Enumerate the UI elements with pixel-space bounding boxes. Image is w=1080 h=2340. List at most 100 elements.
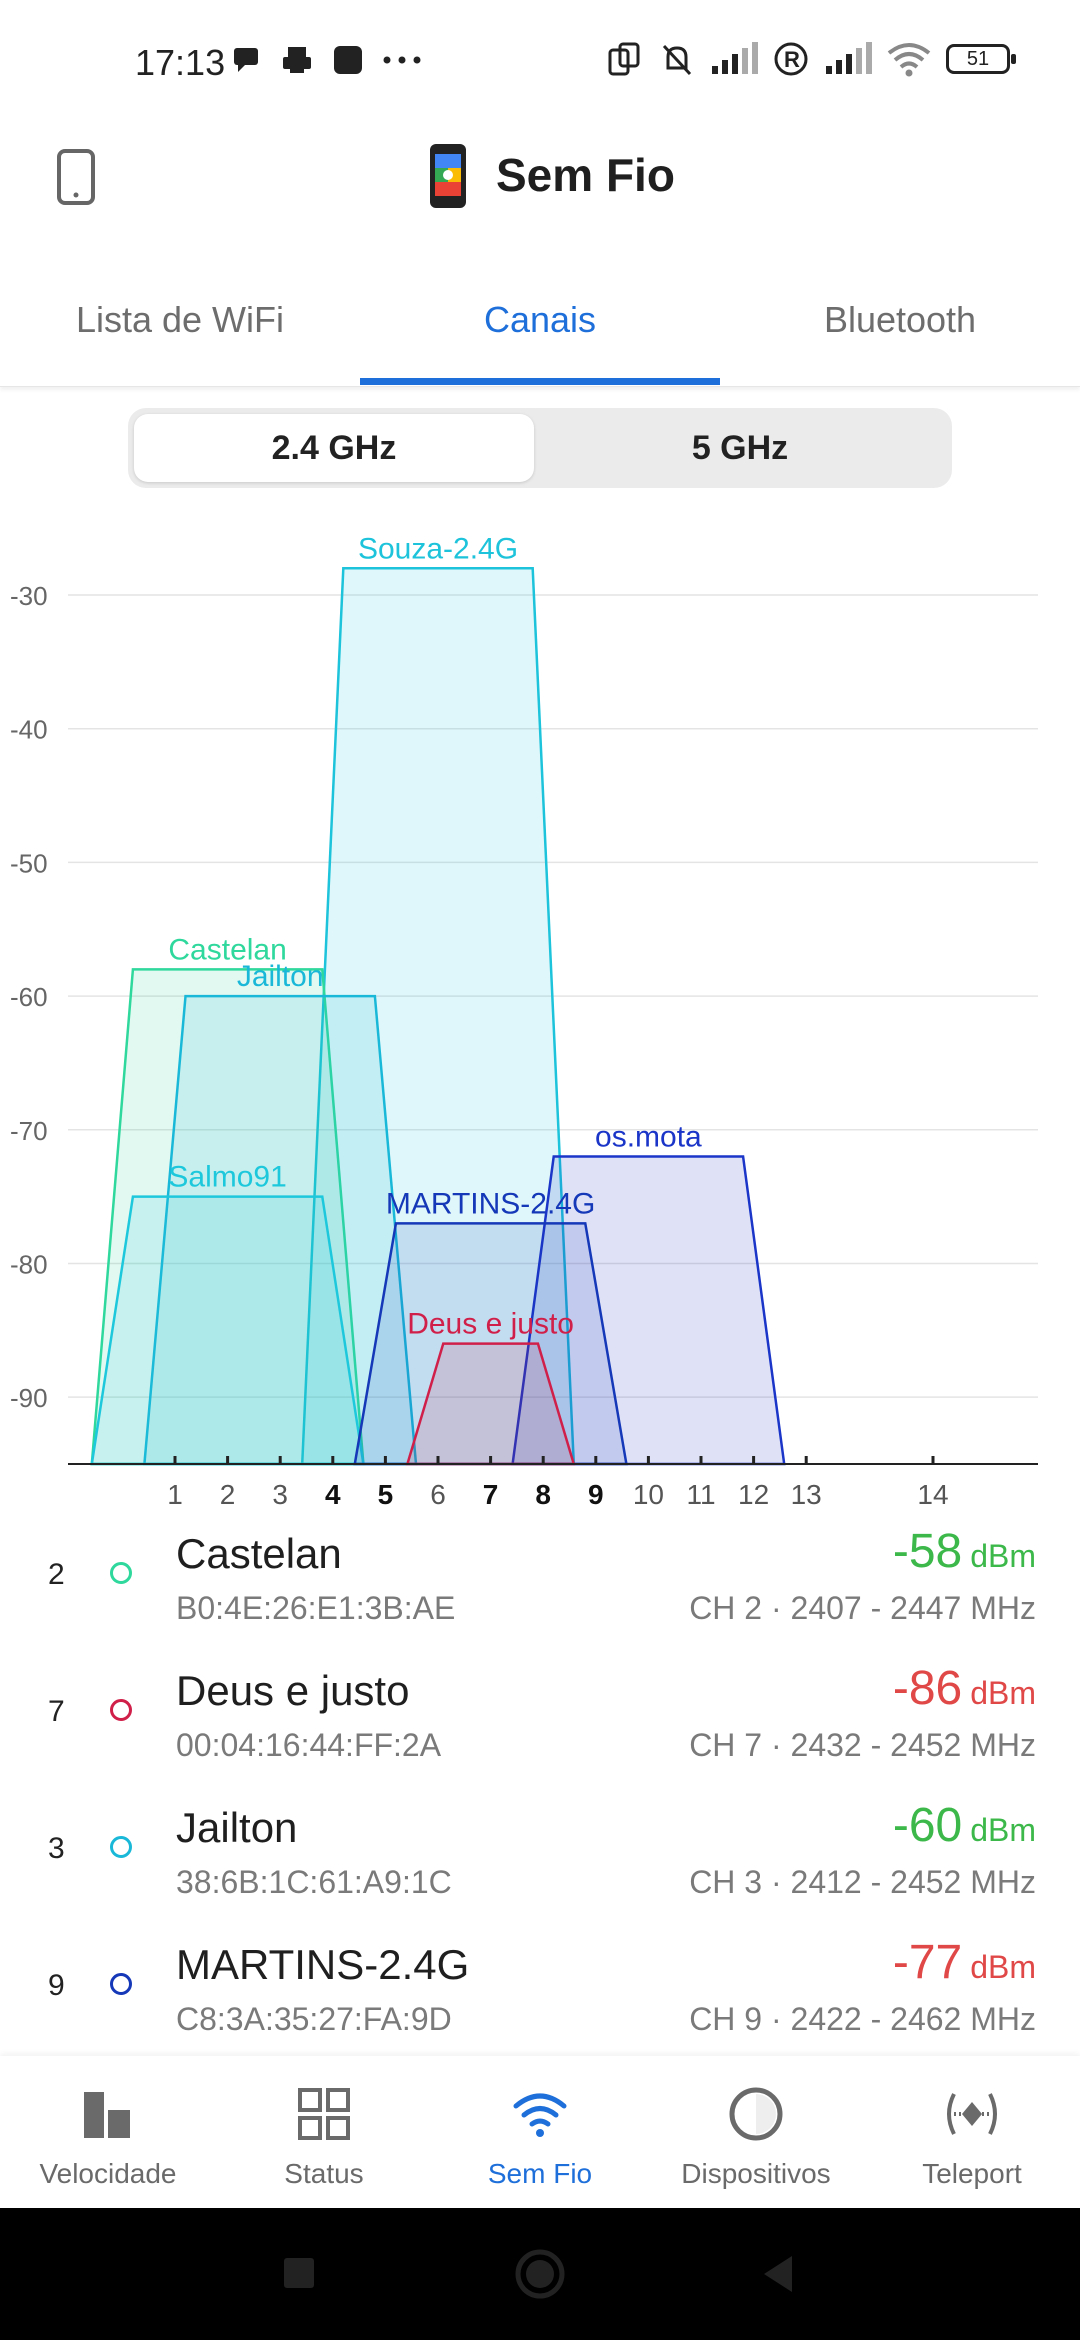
x-tick-label: 11: [686, 1479, 715, 1510]
tab-bluetooth[interactable]: Bluetooth: [823, 299, 977, 340]
x-tick-label: 14: [917, 1479, 948, 1510]
y-tick-label: -60: [10, 982, 48, 1012]
recents-icon[interactable]: [282, 2256, 316, 2290]
tab-wifi-list[interactable]: Lista de WiFi: [75, 299, 285, 340]
x-tick-label: 7: [483, 1479, 499, 1510]
network-color-dot: [110, 1562, 132, 1584]
nav-devices[interactable]: Dispositivos: [648, 2056, 864, 2208]
y-tick-label: -70: [10, 1116, 48, 1146]
network-name: Castelan: [176, 1530, 342, 1577]
tab-bar: Lista de WiFi Canais Bluetooth: [0, 270, 1080, 387]
network-name: Jailton: [176, 1804, 298, 1851]
screen-rotate-icon: [608, 42, 640, 76]
y-tick-label: -30: [10, 581, 48, 611]
silent-icon: [662, 44, 692, 76]
network-list: 2 Castelan B0:4E:26:E1:3B:AE -58 dBm CH 2…: [0, 1510, 1080, 2058]
band-5ghz-button[interactable]: 5 GHz: [691, 429, 789, 467]
device-button[interactable]: [56, 148, 96, 206]
x-tick-label: 12: [738, 1479, 769, 1510]
y-tick-label: -50: [10, 848, 48, 878]
wifi-status-icon: [887, 43, 931, 77]
home-icon[interactable]: [514, 2248, 566, 2300]
x-tick-label: 10: [633, 1479, 664, 1510]
nav-teleport[interactable]: Teleport: [864, 2056, 1080, 2208]
y-tick-label: -90: [10, 1383, 48, 1413]
signal-value: -77: [892, 1936, 963, 1989]
channel-number: 3: [48, 1832, 65, 1865]
network-color-dot: [110, 1699, 132, 1721]
network-area-label: Souza-2.4G: [358, 532, 518, 565]
x-tick-label: 5: [378, 1479, 394, 1510]
network-area-label: Castelan: [168, 933, 286, 966]
status-time: 17:13: [135, 42, 226, 83]
band-24ghz-button[interactable]: 2.4 GHz: [134, 414, 534, 482]
network-frequency: CH 3 · 2412 - 2452 MHz: [689, 1864, 1036, 1900]
x-tick-label: 1: [167, 1479, 183, 1510]
system-navigation-bar: [0, 2208, 1080, 2340]
signal-unit: dBm: [970, 1812, 1036, 1848]
x-tick-label: 4: [325, 1479, 341, 1510]
pixel-phone-logo-icon: [430, 144, 466, 208]
x-tick-label: 6: [430, 1479, 446, 1510]
status-bar: 17:13 R 51: [0, 0, 1080, 120]
band-selector: 2.4 GHz 5 GHz: [128, 408, 952, 488]
x-tick-label: 2: [220, 1479, 236, 1510]
network-mac: 00:04:16:44:FF:2A: [176, 1727, 442, 1763]
speed-bars-icon: [84, 2092, 130, 2138]
list-item[interactable]: 9 MARTINS-2.4G C8:3A:35:27:FA:9D -77 dBm …: [0, 1921, 1080, 2058]
tab-indicator: [360, 378, 720, 385]
ring-icon: [729, 2087, 783, 2141]
network-area-label: MARTINS-2.4G: [386, 1187, 596, 1220]
nav-wireless[interactable]: Sem Fio: [432, 2056, 648, 2208]
chat-notification-icon: [234, 48, 258, 72]
network-color-dot: [110, 1973, 132, 1995]
nav-speed[interactable]: Velocidade: [0, 2056, 216, 2208]
teleport-icon: [947, 2093, 997, 2135]
network-area: [90, 1195, 365, 1466]
network-area-label: os.mota: [595, 1121, 702, 1154]
printer-notification-icon: [283, 47, 311, 73]
signal-strength: -58 dBm: [893, 1524, 1036, 1579]
svg-text:R: R: [784, 47, 800, 72]
signal-strength: -60 dBm: [893, 1798, 1036, 1853]
signal-value: -60: [892, 1799, 963, 1852]
network-area-label: Jailton: [237, 960, 324, 993]
x-tick-label: 13: [791, 1479, 822, 1510]
app-notification-icon: [334, 46, 362, 74]
signal-value: -86: [892, 1662, 963, 1715]
grid-icon: [298, 2088, 350, 2140]
network-mac: C8:3A:35:27:FA:9D: [176, 2001, 452, 2037]
channel-number: 7: [48, 1695, 65, 1728]
x-tick-label: 9: [588, 1479, 604, 1510]
network-area-label: Deus e justo: [407, 1308, 574, 1341]
nav-label: Dispositivos: [681, 2158, 831, 2189]
nav-label: Teleport: [922, 2158, 1022, 2189]
list-item[interactable]: 7 Deus e justo 00:04:16:44:FF:2A -86 dBm …: [0, 1647, 1080, 1784]
y-tick-label: -80: [10, 1249, 48, 1279]
phone-icon: [57, 149, 95, 205]
list-item[interactable]: 3 Jailton 38:6B:1C:61:A9:1C -60 dBm CH 3 …: [0, 1784, 1080, 1921]
network-frequency: CH 2 · 2407 - 2447 MHz: [689, 1590, 1036, 1626]
tab-channels[interactable]: Canais: [483, 299, 597, 340]
page-title: Sem Fio: [496, 149, 675, 201]
signal-value: -58: [892, 1525, 963, 1578]
battery-level: 51: [966, 48, 990, 70]
x-tick-label: 8: [535, 1479, 551, 1510]
network-area-label: Salmo91: [168, 1161, 286, 1194]
more-icon: [383, 56, 421, 64]
list-item[interactable]: 2 Castelan B0:4E:26:E1:3B:AE -58 dBm CH 2…: [0, 1510, 1080, 1647]
battery-icon: 51: [946, 44, 1016, 74]
channel-number: 2: [48, 1558, 65, 1591]
network-name: Deus e justo: [176, 1667, 410, 1714]
network-frequency: CH 7 · 2432 - 2452 MHz: [689, 1727, 1036, 1763]
back-icon[interactable]: [760, 2254, 796, 2294]
signal-strength: -86 dBm: [893, 1661, 1036, 1716]
signal-unit: dBm: [970, 1538, 1036, 1574]
signal-icon: [712, 42, 758, 74]
nav-label: Status: [284, 2158, 364, 2189]
nav-label: Sem Fio: [487, 2158, 593, 2189]
signal-unit: dBm: [970, 1675, 1036, 1711]
nav-label: Velocidade: [39, 2158, 177, 2189]
nav-status[interactable]: Status: [216, 2056, 432, 2208]
signal-strength: -77 dBm: [893, 1935, 1036, 1990]
